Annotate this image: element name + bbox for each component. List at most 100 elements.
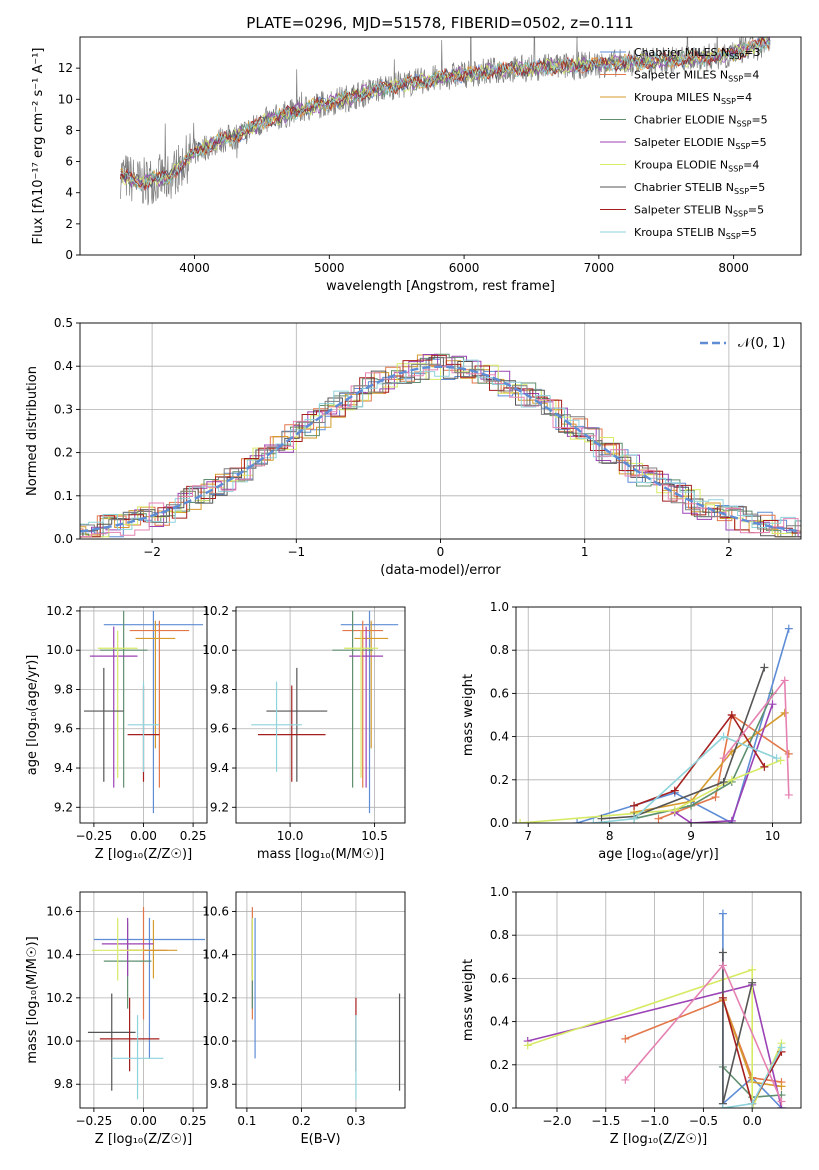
residual-histogram	[80, 354, 801, 538]
y-tick-label: 0.2	[490, 1058, 509, 1072]
y-tick-label: 9.8	[210, 682, 229, 696]
spectrum-panel: 4000 5000 6000 7000 8000 0 2 4 6 8 10 12 wavelength …	[31, 36, 802, 294]
error-bars	[87, 907, 206, 1100]
y-tick-label: 10.6	[202, 904, 229, 918]
x-tick-label: −1	[287, 545, 305, 559]
weight-marker	[777, 1043, 786, 1052]
weight-marker	[748, 978, 757, 987]
y-tick-label: 10.0	[46, 643, 73, 657]
x-tick-label: 4000	[179, 261, 210, 275]
x-axis-label: Z [log₁₀(Z/Z☉)]	[95, 1132, 192, 1147]
x-tick-label: 0	[437, 545, 445, 559]
y-tick-label: 10	[58, 92, 73, 106]
weight-series	[674, 703, 774, 823]
model-spectrum	[120, 37, 771, 192]
residual-histogram	[80, 357, 801, 530]
weight-lines	[523, 909, 786, 1108]
weight-marker	[780, 708, 789, 717]
error-bars	[83, 610, 204, 814]
weight-marker	[573, 819, 582, 823]
weight-marker	[776, 756, 785, 765]
x-tick-label: 10.5	[361, 829, 388, 843]
spectrum-legend: Chabrier MILES NSSP=3 Salpeter MILES NSSP…	[600, 46, 768, 241]
x-tick-label: 8000	[718, 261, 749, 275]
weight-marker	[523, 1041, 532, 1050]
histograms	[80, 353, 801, 538]
y-tick-label: 0	[65, 248, 73, 262]
axes-frame	[79, 322, 802, 540]
legend-label: 𝒩(0, 1)	[738, 336, 785, 351]
x-tick-label: 0.1	[237, 1114, 256, 1128]
normal-curve	[80, 365, 801, 533]
y-tick-label: 10.0	[46, 1034, 73, 1048]
weight-marker	[719, 777, 728, 786]
figure-title: PLATE=0296, MJD=51578, FIBERID=0502, z=0…	[246, 14, 633, 32]
residual-histogram	[80, 354, 801, 538]
x-tick-label: −0.25	[76, 1114, 113, 1128]
x-axis-label: Z [log₁₀(Z/Z☉)]	[610, 1132, 707, 1147]
x-tick-label: −2.0	[542, 1114, 571, 1128]
legend-label: Chabrier MILES NSSP=3	[634, 46, 760, 61]
weight-marker	[670, 806, 679, 815]
y-axis-label: mass weight	[461, 959, 476, 1041]
y-tick-label: 9.6	[54, 722, 73, 736]
weight-marker	[784, 790, 793, 799]
y-tick-label: 0.2	[54, 446, 73, 460]
y-tick-label: 9.4	[54, 761, 73, 775]
x-axis-label: E(B-V)	[300, 1132, 340, 1147]
weight-marker	[630, 814, 639, 823]
y-tick-label: 10.2	[46, 991, 73, 1005]
model-spectrum	[120, 37, 771, 189]
legend-label: Salpeter ELODIE NSSP=5	[634, 136, 767, 151]
error-bars	[251, 610, 399, 814]
y-tick-label: 9.8	[54, 1077, 73, 1091]
x-tick-label: 7000	[584, 261, 615, 275]
weight-marker	[719, 754, 728, 763]
x-tick-label: −1.5	[591, 1114, 620, 1128]
y-tick-label: 0.4	[490, 730, 509, 744]
y-tick-label: 9.8	[210, 1077, 229, 1091]
residual-histogram	[80, 353, 801, 538]
x-tick-label: 8	[606, 829, 614, 843]
weight-marker	[772, 754, 781, 763]
weight-marker	[621, 1034, 630, 1043]
weight-series	[593, 735, 777, 823]
y-tick-label: 9.2	[54, 800, 73, 814]
weight-marker	[777, 1082, 786, 1091]
y-tick-label: 10.4	[46, 948, 73, 962]
x-tick-label: 10.0	[277, 829, 304, 843]
legend-label: Chabrier ELODIE NSSP=5	[634, 114, 768, 129]
age_vs_mass-panel: 10.0 10.5 9.2 9.4 9.6 9.8 10.0 10.2 mass [log₁₀(…	[202, 604, 406, 862]
weight-marker	[718, 961, 727, 970]
x-axis-label: (data-model)/error	[380, 563, 501, 578]
weight-marker	[727, 711, 736, 719]
spectrum-lines	[120, 37, 771, 206]
legend-label: Kroupa ELODIE NSSP=4	[634, 159, 759, 174]
mass_vs_ebv-panel: 0.1 0.2 0.3 9.8 10.0 10.2 10.4 10.6 E(B-V)	[202, 891, 406, 1147]
weight-marker	[687, 819, 696, 823]
axes-frame	[235, 606, 406, 824]
y-tick-label: 9.2	[210, 800, 229, 814]
x-tick-label: 0.25	[180, 829, 207, 843]
weight-series	[633, 712, 786, 813]
y-tick-label: 10.2	[202, 604, 229, 618]
legend-label: Chabrier STELIB NSSP=5	[634, 181, 765, 196]
weight-lines	[516, 624, 793, 823]
y-tick-label: 0.5	[54, 316, 73, 330]
y-tick-label: 0.0	[54, 532, 73, 546]
y-tick-label: 9.4	[210, 761, 229, 775]
x-tick-label: 0.00	[130, 1114, 157, 1128]
weight-marker	[780, 676, 789, 685]
weight-marker	[748, 1099, 757, 1108]
y-tick-label: 0.0	[490, 1101, 509, 1115]
y-axis-label: age [log₁₀(age/yr)]	[25, 655, 40, 776]
axes-frame	[515, 606, 802, 824]
weight-marker	[760, 762, 769, 771]
x-axis-label: wavelength [Angstrom, rest frame]	[326, 279, 555, 294]
x-tick-label: 2	[725, 545, 733, 559]
legend-label: Kroupa STELIB NSSP=5	[634, 226, 757, 241]
axes-frame	[79, 36, 802, 256]
weight-series	[520, 759, 781, 823]
y-tick-label: 0.6	[490, 971, 509, 985]
weight-marker	[589, 819, 598, 823]
